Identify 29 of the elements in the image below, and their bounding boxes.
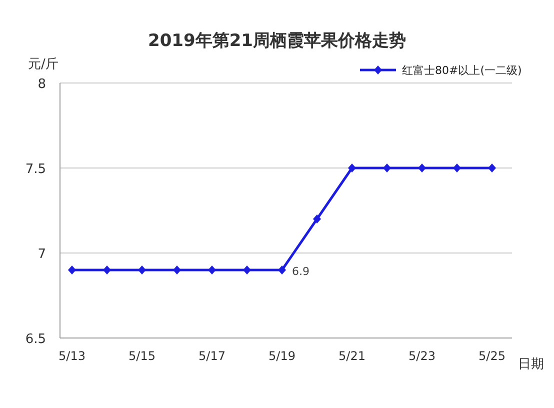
data-label: 6.9 [292,265,310,278]
point [208,266,216,274]
point [278,266,286,274]
x-tick-label: 5/15 [128,349,156,363]
x-axis-title: 日期 [518,357,544,372]
point [243,266,251,274]
x-tick-label: 5/21 [338,349,366,363]
y-tick-label: 7.5 [25,162,46,177]
point [348,164,356,172]
y-tick-label: 6.5 [25,332,46,347]
y-tick-label: 7 [38,247,46,262]
x-tick-label: 5/25 [478,349,506,363]
point [418,164,426,172]
y-tick-label: 8 [38,77,46,92]
point [488,164,496,172]
x-tick-label: 5/19 [268,349,296,363]
point [138,266,146,274]
point [453,164,461,172]
point [383,164,391,172]
x-tick-label: 5/13 [58,349,86,363]
x-tick-label: 5/23 [408,349,436,363]
point [173,266,181,274]
point [103,266,111,274]
x-tick-label: 5/17 [198,349,226,363]
point [313,214,321,224]
legend-label: 红富士80#以上(一二级) [402,64,522,77]
y-axis-title: 元/斤 [28,57,58,72]
chart-title: 2019年第21周栖霞苹果价格走势 [148,31,406,51]
point [68,266,76,274]
